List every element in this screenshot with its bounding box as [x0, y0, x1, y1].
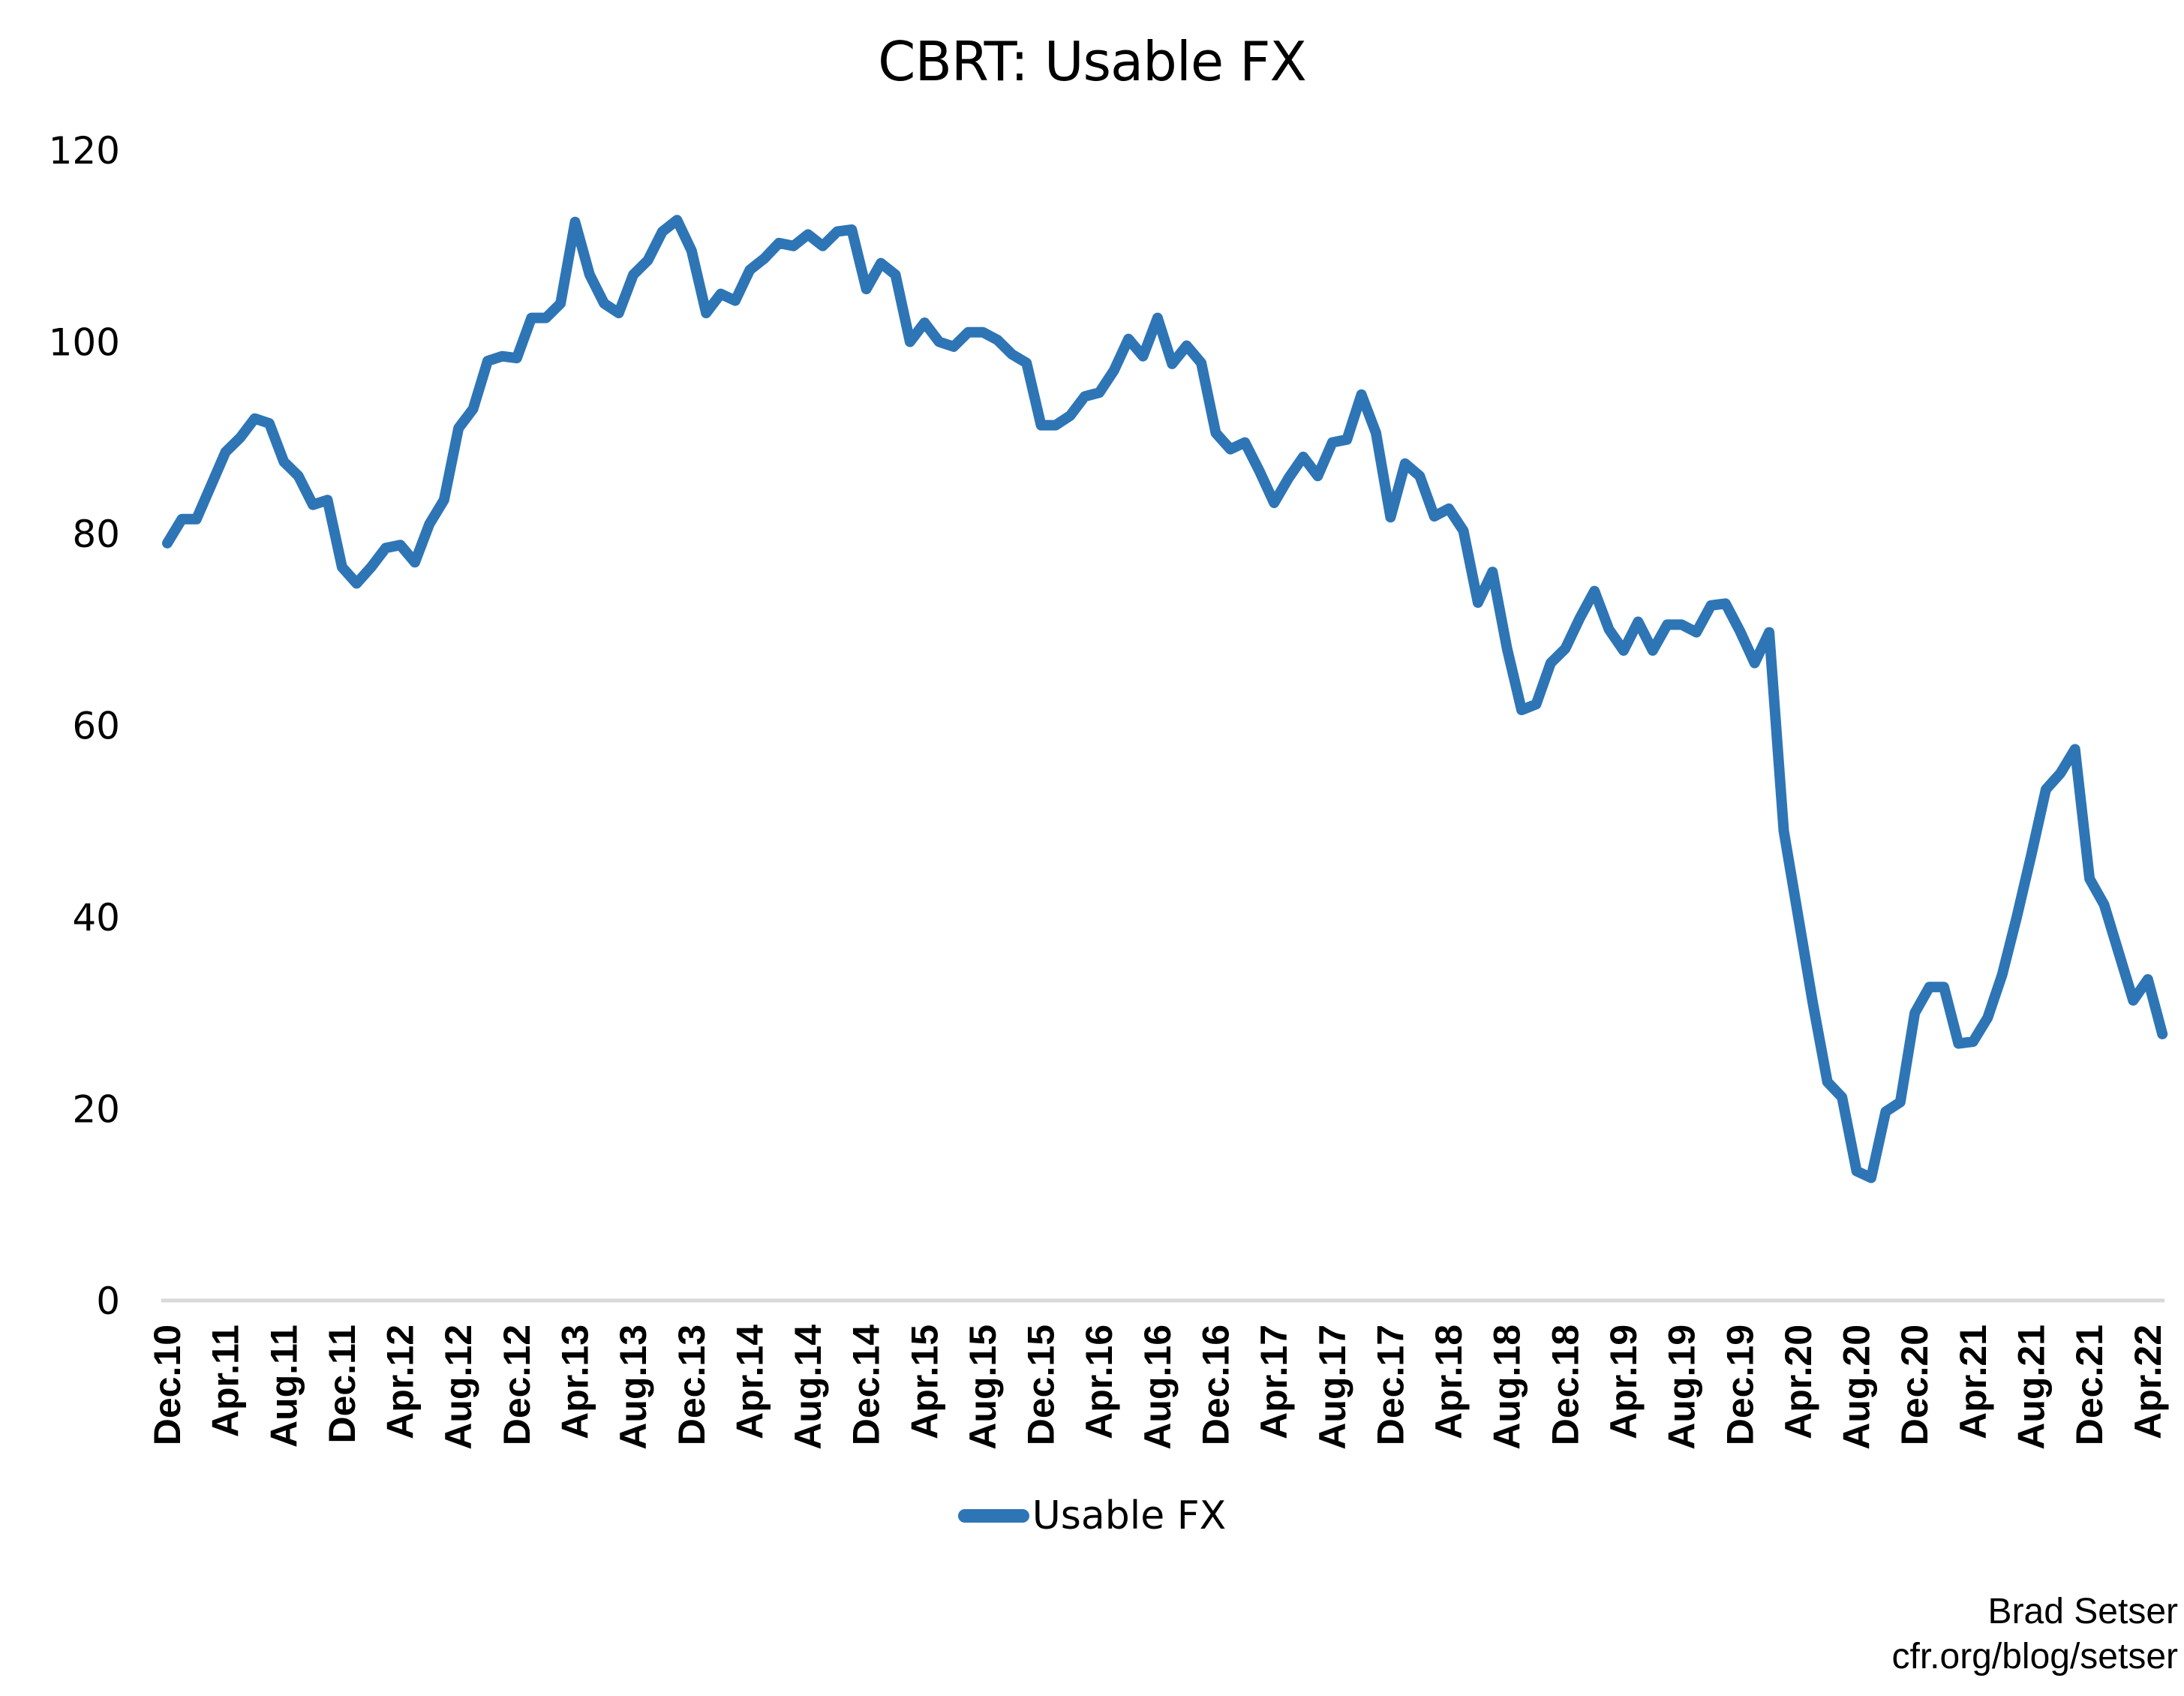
x-tick-label: Dec.17: [1369, 1325, 1411, 1445]
x-tick-label: Apr.17: [1253, 1325, 1295, 1439]
x-tick-label: Apr.18: [1428, 1325, 1470, 1439]
x-tick-label: Aug.19: [1661, 1325, 1703, 1450]
x-tick-label: Aug.12: [437, 1325, 479, 1450]
x-tick-label: Dec.20: [1894, 1325, 1936, 1445]
x-tick-label: Aug.16: [1137, 1325, 1179, 1450]
x-tick-label: Dec.21: [2068, 1325, 2110, 1445]
x-tick-label: Dec.16: [1195, 1325, 1237, 1445]
x-tick-label: Dec.14: [846, 1325, 888, 1445]
y-tick-label: 120: [49, 129, 120, 173]
x-tick-label: Dec.19: [1719, 1325, 1761, 1445]
x-tick-label: Apr.16: [1078, 1325, 1120, 1439]
chart-title: CBRT: Usable FX: [878, 30, 1307, 93]
x-tick-label: Dec.12: [496, 1325, 538, 1445]
x-tick-label: Dec.10: [146, 1325, 188, 1445]
author-name: Brad Setser: [1987, 1592, 2178, 1631]
y-tick-label: 40: [72, 896, 120, 940]
x-tick-label: Apr.12: [380, 1325, 422, 1439]
x-tick-label: Aug.18: [1486, 1325, 1528, 1450]
x-tick-label: Aug.15: [962, 1325, 1004, 1450]
x-tick-label: Apr.11: [205, 1325, 247, 1437]
y-axis: 0 20 40 60 80 100 120: [49, 129, 120, 1323]
x-axis: Dec.10 Apr.11 Aug.11 Dec.11 Apr.12 Aug.12 Dec.…: [146, 1325, 2169, 1450]
legend: Usable FX: [0, 1493, 2184, 1538]
y-tick-label: 80: [72, 513, 120, 556]
attribution: Brad Setser cfr.org/blog/setser: [1891, 1589, 2178, 1679]
x-tick-label: Aug.20: [1836, 1325, 1878, 1450]
x-tick-label: Apr.14: [729, 1325, 771, 1439]
x-tick-label: Aug.13: [612, 1325, 654, 1450]
x-tick-label: Apr.21: [1952, 1325, 1994, 1439]
x-tick-label: Dec.18: [1544, 1325, 1586, 1445]
y-tick-label: 20: [72, 1088, 120, 1132]
legend-line-icon: [957, 1509, 1029, 1523]
x-tick-label: Aug.11: [263, 1325, 305, 1448]
x-tick-label: Dec.15: [1020, 1325, 1062, 1445]
x-tick-label: Aug.17: [1311, 1325, 1353, 1450]
x-tick-label: Aug.14: [787, 1325, 829, 1450]
x-tick-label: Apr.19: [1603, 1325, 1645, 1439]
x-tick-label: Apr.13: [554, 1325, 596, 1439]
x-tick-label: Dec.11: [321, 1325, 363, 1443]
y-tick-label: 60: [72, 705, 120, 748]
x-tick-label: Aug.21: [2010, 1325, 2052, 1450]
x-tick-label: Dec.13: [671, 1325, 713, 1445]
y-tick-label: 100: [49, 321, 120, 365]
x-tick-label: Apr.22: [2127, 1325, 2169, 1439]
x-tick-label: Apr.15: [903, 1325, 945, 1439]
legend-label: Usable FX: [1032, 1493, 1227, 1538]
y-tick-label: 0: [96, 1280, 120, 1323]
blog-url: cfr.org/blog/setser: [1891, 1637, 2178, 1676]
x-tick-label: Apr.20: [1777, 1325, 1819, 1439]
usable-fx-line: [162, 215, 2168, 1183]
